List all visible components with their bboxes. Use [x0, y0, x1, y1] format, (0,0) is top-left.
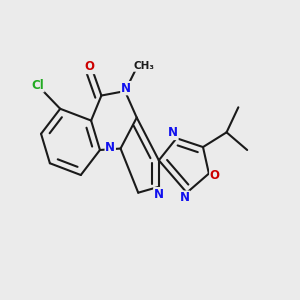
Text: N: N	[121, 82, 131, 95]
Text: N: N	[168, 126, 178, 140]
Text: O: O	[85, 61, 94, 74]
Text: N: N	[154, 188, 164, 201]
Text: N: N	[105, 141, 115, 154]
Text: O: O	[210, 169, 220, 182]
Text: CH₃: CH₃	[134, 61, 154, 71]
Text: Cl: Cl	[31, 79, 44, 92]
Text: N: N	[179, 191, 190, 204]
